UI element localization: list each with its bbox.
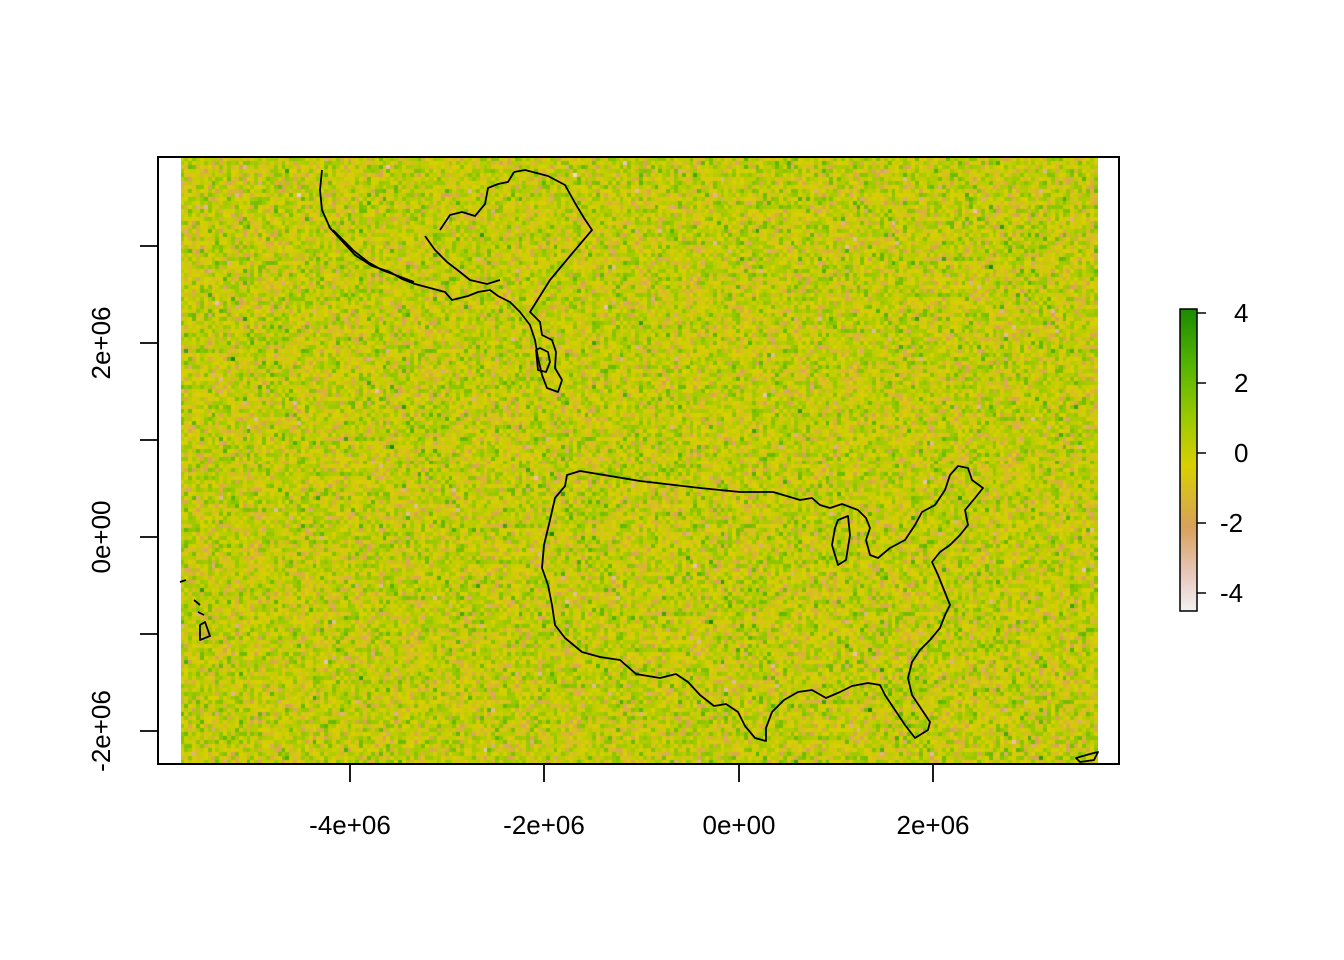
x-axis: [349, 764, 934, 782]
outline-lake-michigan: [831, 515, 851, 566]
y-tick-label: 0e+00: [86, 500, 116, 573]
legend-label: -4: [1220, 578, 1243, 608]
y-tick-label: -2e+06: [86, 690, 116, 772]
outline-contiguous-us: [541, 465, 984, 742]
plot-frame: [157, 156, 1120, 765]
country-outlines: [179, 169, 1099, 763]
x-tick-label: 2e+06: [896, 810, 969, 840]
legend-label: 2: [1234, 368, 1248, 398]
x-tick-label: 0e+00: [702, 810, 775, 840]
x-tick-label: -2e+06: [503, 810, 585, 840]
legend-label: 0: [1234, 438, 1248, 468]
legend-label: -2: [1220, 508, 1243, 538]
y-tick-label: 2e+06: [86, 306, 116, 379]
legend-ticks: [1197, 312, 1206, 594]
legend-label: 4: [1234, 298, 1248, 328]
outline-puerto-rico-corner: [1075, 751, 1099, 763]
y-axis: [140, 245, 158, 732]
outline-hawaii: [179, 579, 211, 641]
raster-heatmap: [181, 158, 1098, 764]
outline-alaska: [319, 169, 593, 393]
x-tick-label: -4e+06: [309, 810, 391, 840]
outline-alaska-panhandle: [535, 347, 551, 373]
legend-color-bar: [1179, 308, 1198, 612]
